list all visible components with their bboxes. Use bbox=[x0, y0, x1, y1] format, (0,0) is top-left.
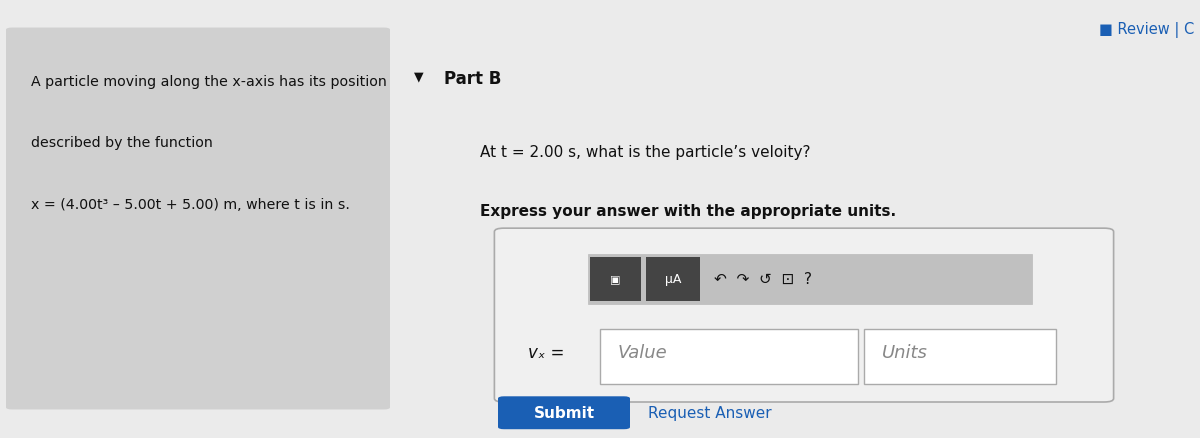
FancyBboxPatch shape bbox=[498, 396, 630, 429]
FancyBboxPatch shape bbox=[646, 258, 700, 301]
FancyBboxPatch shape bbox=[494, 229, 1114, 402]
FancyBboxPatch shape bbox=[6, 28, 390, 410]
Text: μA: μA bbox=[665, 273, 682, 286]
Text: Request Answer: Request Answer bbox=[648, 405, 772, 420]
Text: ↶  ↷  ↺  ⊡  ?: ↶ ↷ ↺ ⊡ ? bbox=[714, 272, 812, 287]
FancyBboxPatch shape bbox=[590, 258, 641, 301]
Text: x = (4.00t³ – 5.00t + 5.00) m, where t is in s.: x = (4.00t³ – 5.00t + 5.00) m, where t i… bbox=[31, 197, 350, 211]
FancyBboxPatch shape bbox=[600, 329, 858, 384]
Text: described by the function: described by the function bbox=[31, 136, 214, 150]
Text: Submit: Submit bbox=[534, 405, 594, 420]
Text: ■ Review | C: ■ Review | C bbox=[1099, 22, 1194, 38]
Text: Express your answer with the appropriate units.: Express your answer with the appropriate… bbox=[480, 204, 896, 219]
FancyBboxPatch shape bbox=[588, 254, 1032, 304]
Text: ▣: ▣ bbox=[611, 274, 620, 284]
Text: Units: Units bbox=[882, 343, 928, 362]
Text: A particle moving along the x-axis has its position: A particle moving along the x-axis has i… bbox=[31, 74, 388, 88]
Text: ▼: ▼ bbox=[414, 70, 424, 83]
Text: At t = 2.00 s, what is the particle’s veloity?: At t = 2.00 s, what is the particle’s ve… bbox=[480, 145, 810, 159]
Text: Value: Value bbox=[618, 343, 667, 362]
Text: vₓ =: vₓ = bbox=[528, 343, 564, 362]
Text: Part B: Part B bbox=[444, 70, 502, 88]
FancyBboxPatch shape bbox=[864, 329, 1056, 384]
